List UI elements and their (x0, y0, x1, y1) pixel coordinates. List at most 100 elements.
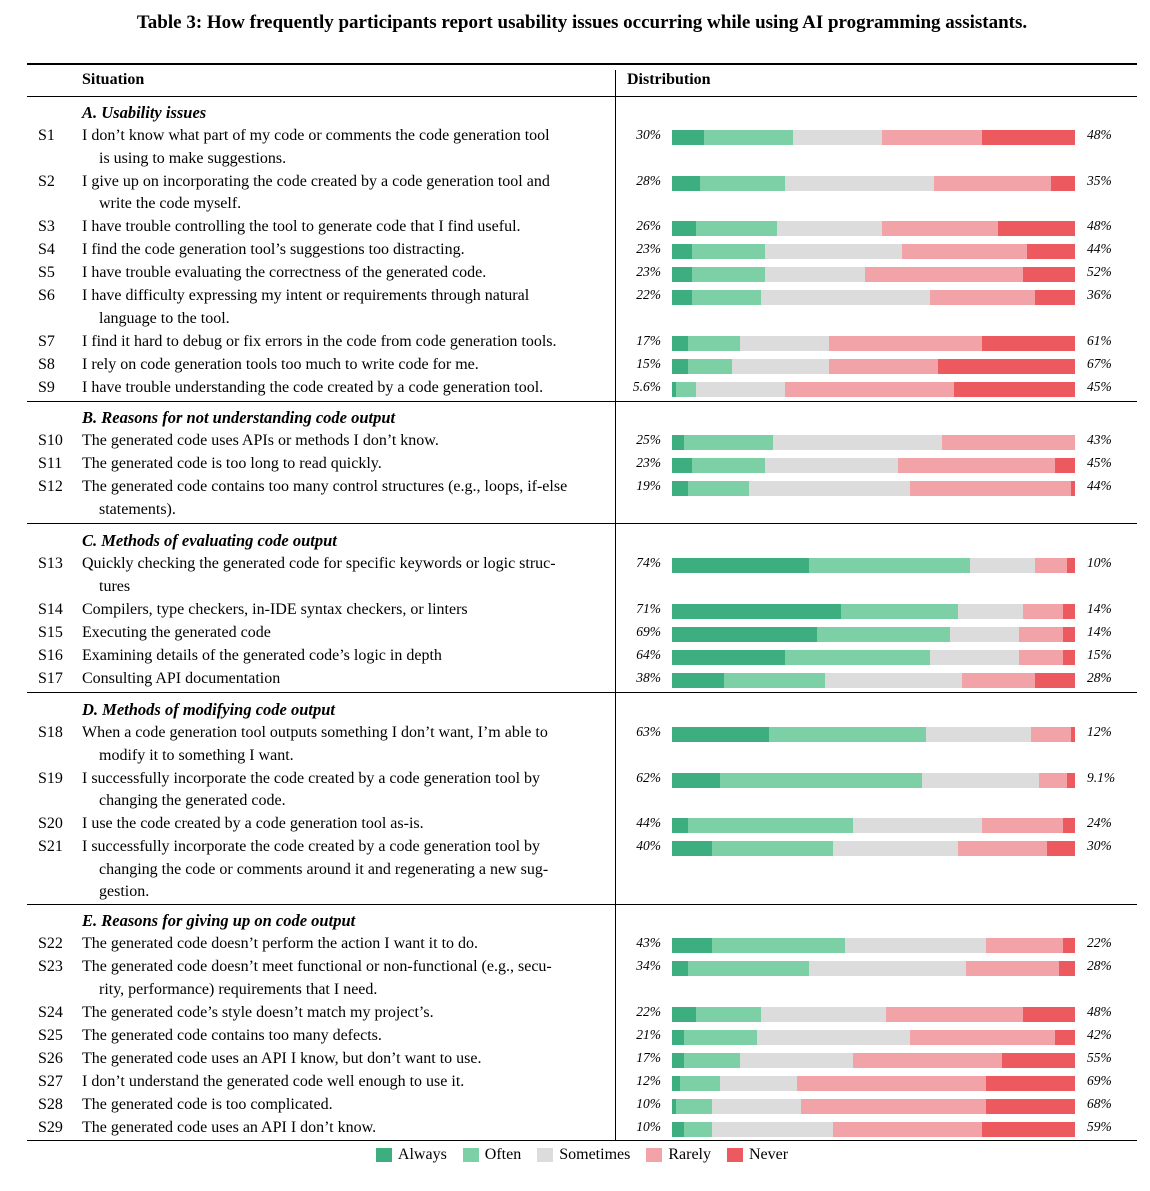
situation-id: S27 (38, 1072, 63, 1090)
percent-disagree: 22% (1087, 935, 1112, 950)
legend-item-never: Never (727, 1146, 788, 1164)
percent-agree: 69% (636, 623, 661, 639)
section-divider (27, 904, 1137, 905)
bar-segment-never (1034, 290, 1075, 305)
bar-segment-often (688, 961, 809, 976)
situation-text: Executing the generated code (82, 622, 604, 645)
bar-segment-never (1046, 841, 1075, 856)
distribution-bar (672, 1029, 1075, 1045)
situation-text-line: The generated code is too long to read q… (82, 455, 382, 472)
bar-segment-always (672, 938, 713, 953)
bar-segment-rarely (796, 1075, 987, 1091)
distribution-bar (672, 335, 1075, 351)
bar-segment-often (692, 290, 761, 305)
situation-text: The generated code doesn’t perform the a… (82, 933, 604, 956)
legend-label-sometimes: Sometimes (559, 1146, 631, 1163)
bar-segment-sometimes (921, 772, 1039, 788)
legend-label-often: Often (484, 1146, 522, 1163)
bar-segment-rarely (1038, 772, 1067, 788)
bar-segment-never (1034, 672, 1075, 688)
percent-agree: 17% (636, 1049, 661, 1065)
distribution-bar (672, 672, 1075, 688)
bar-segment-sometimes (720, 1075, 797, 1091)
situation-text: I use the code created by a code generat… (82, 813, 604, 836)
situation-text: When a code generation tool outputs some… (82, 722, 604, 767)
bar-segment-rarely (881, 130, 983, 145)
percent-disagree: 35% (1087, 172, 1112, 188)
bar-segment-sometimes (748, 481, 910, 496)
situation-id: S24 (38, 1003, 63, 1021)
bar-segment-always (672, 221, 697, 236)
situation-text-line: I have trouble controlling the tool to g… (82, 218, 521, 235)
situation-text: The generated code is too complicated. (82, 1094, 604, 1117)
bar-segment-never (982, 1121, 1075, 1137)
bar-segment-always (672, 435, 685, 450)
situation-id: S16 (38, 646, 63, 664)
bar-segment-often (696, 1006, 761, 1022)
bar-segment-always (672, 267, 693, 282)
situation-text-line: I find it hard to debug or fix errors in… (82, 332, 557, 350)
section-title: E. Reasons for giving up on code output (82, 911, 356, 930)
situation-id: S18 (38, 724, 63, 741)
percent-disagree: 12% (1087, 724, 1112, 739)
bar-segment-rarely (909, 1029, 1055, 1045)
distribution-bar (672, 290, 1075, 305)
bar-segment-rarely (1022, 603, 1063, 619)
bar-segment-sometimes (809, 961, 967, 976)
situation-text-line: I rely on code generation tools too much… (82, 355, 479, 373)
bar-segment-sometimes (970, 558, 1035, 573)
percent-disagree: 48% (1087, 1003, 1112, 1019)
bottom-rule (27, 1140, 1137, 1141)
situation-text: I find it hard to debug or fix errors in… (82, 331, 604, 354)
bar-segment-sometimes (853, 818, 983, 833)
bar-segment-always (672, 358, 689, 374)
situation-id: S2 (38, 172, 55, 190)
distribution-bar (672, 841, 1075, 856)
distribution-bar (672, 558, 1075, 573)
distribution-bar (672, 481, 1075, 496)
situation-id: S10 (38, 432, 63, 449)
situation-text-line: I successfully incorporate the code crea… (82, 769, 541, 787)
bar-segment-never (937, 358, 1075, 374)
percent-disagree: 44% (1087, 478, 1112, 493)
bar-segment-often (817, 626, 951, 642)
percent-agree: 62% (636, 769, 661, 785)
situation-id: S20 (38, 815, 63, 832)
bar-segment-always (672, 1098, 677, 1114)
bar-segment-sometimes (958, 603, 1023, 619)
percent-disagree: 30% (1087, 838, 1112, 853)
situation-text-line: Examining details of the generated code’… (82, 646, 442, 664)
percent-agree: 10% (636, 1118, 661, 1134)
legend-item-rarely: Rarely (646, 1146, 711, 1164)
distribution-bar (672, 961, 1075, 976)
situation-id: S15 (38, 623, 63, 641)
situation-text: I don’t know what part of my code or com… (82, 125, 604, 170)
situation-id: S23 (38, 958, 63, 975)
situation-text-line: The generated code’s style doesn’t match… (82, 1003, 434, 1021)
bar-segment-never (1050, 175, 1075, 191)
situation-text: I successfully incorporate the code crea… (82, 836, 604, 904)
percent-agree: 23% (636, 241, 661, 256)
situation-id: S1 (38, 127, 55, 144)
situation-text-line: The generated code uses an API I know, b… (82, 1049, 482, 1067)
bar-segment-often (841, 603, 959, 619)
legend-label-always: Always (397, 1146, 447, 1163)
bar-segment-never (1070, 481, 1075, 496)
situation-text-line: I find the code generation tool’s sugges… (82, 241, 465, 258)
bar-segment-never (998, 221, 1075, 236)
bar-segment-never (1066, 772, 1075, 788)
bar-segment-never (1002, 1052, 1075, 1068)
bar-segment-often (704, 130, 793, 145)
bar-segment-never (1070, 727, 1075, 742)
bar-segment-rarely (982, 818, 1063, 833)
percent-disagree: 24% (1087, 815, 1112, 830)
header-rule (27, 96, 1137, 97)
situation-text-line: Consulting API documentation (82, 669, 281, 687)
bar-segment-often (688, 818, 854, 833)
bar-segment-often (692, 244, 765, 259)
percent-disagree: 14% (1087, 623, 1112, 639)
situation-text-line: statements). (99, 500, 176, 518)
bar-segment-often (688, 335, 741, 351)
distribution-bar (672, 435, 1075, 450)
bar-segment-never (1054, 458, 1075, 473)
